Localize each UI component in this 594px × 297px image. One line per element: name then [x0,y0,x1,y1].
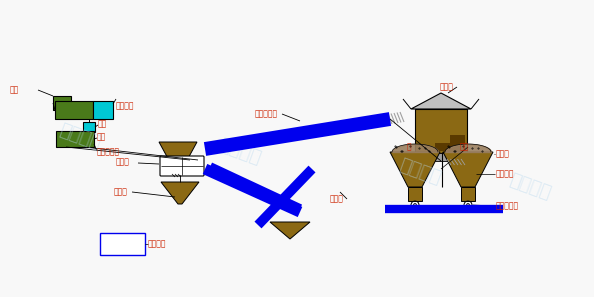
Bar [461,187,475,201]
Text: 水泥称量斗: 水泥称量斗 [97,148,120,157]
Polygon shape [443,152,493,187]
FancyBboxPatch shape [160,156,204,176]
Text: 启程学院: 启程学院 [56,121,103,153]
Bar [53,96,71,110]
Text: 计量: 计量 [98,119,108,129]
Polygon shape [161,182,199,204]
Bar [171,164,185,172]
Text: 水泥库: 水泥库 [440,83,454,91]
Bar [56,131,94,147]
Bar [83,122,95,132]
Text: 搅拌机: 搅拌机 [116,157,130,167]
Text: 螺旋输送机: 螺旋输送机 [255,110,278,119]
Polygon shape [417,135,465,151]
Polygon shape [390,152,440,187]
Text: 外加剂箱: 外加剂箱 [116,102,134,110]
Text: 启程学院: 启程学院 [507,171,553,203]
Text: 配料斗: 配料斗 [496,149,510,159]
Text: 轮输送泵: 轮输送泵 [148,239,166,249]
Text: 启程学院: 启程学院 [397,156,443,188]
Text: 石料: 石料 [459,143,469,151]
Text: 放料斗门: 放料斗门 [496,170,514,178]
Bar [408,187,422,201]
Circle shape [413,203,416,206]
Text: 电子计量斗: 电子计量斗 [496,201,519,211]
Bar [100,233,145,255]
Bar [415,109,467,153]
Bar [55,101,93,119]
Text: 计量: 计量 [97,132,106,141]
Polygon shape [159,142,197,164]
Circle shape [466,203,469,206]
Text: 发料斗: 发料斗 [114,187,128,197]
Bar [93,101,113,119]
Text: 启程学院: 启程学院 [217,136,263,168]
Text: 水箱: 水箱 [10,86,19,94]
Text: 皮带机: 皮带机 [330,195,344,203]
Polygon shape [411,93,471,109]
Text: 砂: 砂 [407,143,411,151]
Bar [435,153,447,161]
Polygon shape [270,222,310,239]
